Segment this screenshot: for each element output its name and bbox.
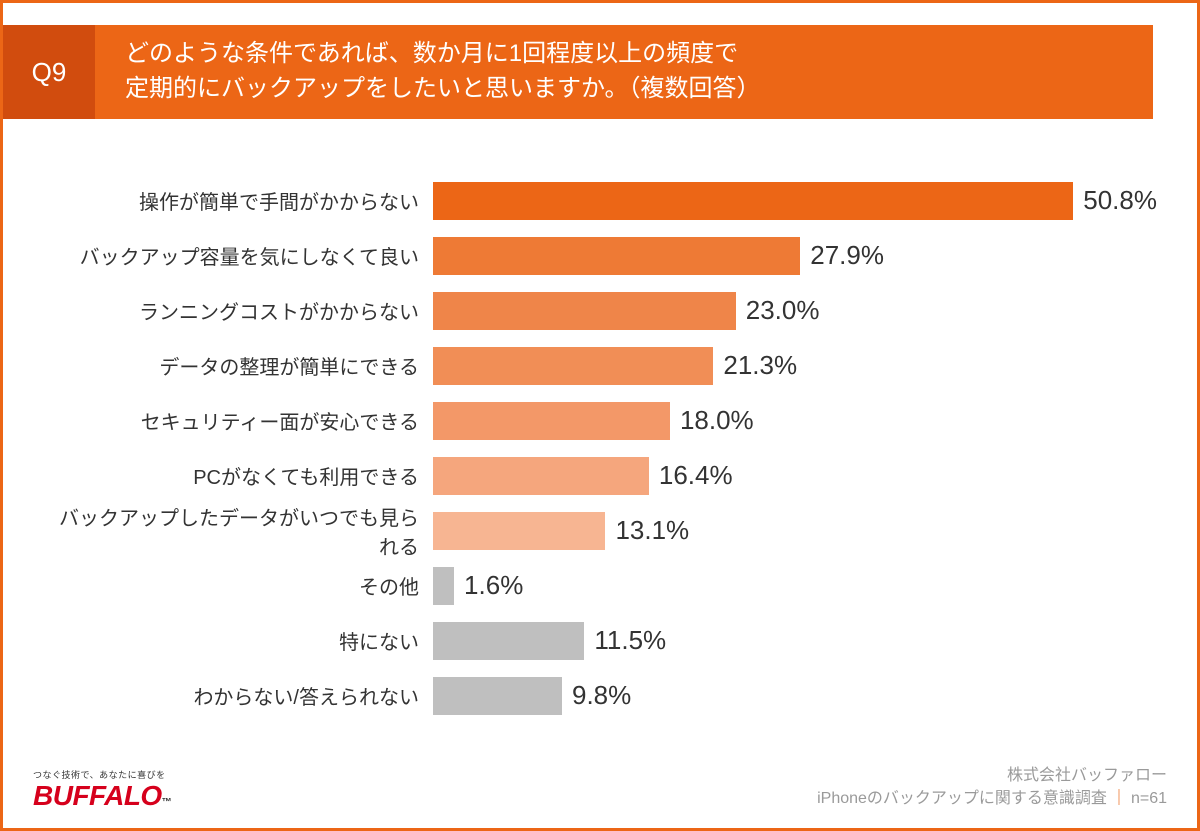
bar-track: 18.0% <box>433 402 1157 440</box>
bar-label: PCがなくても利用できる <box>43 461 433 490</box>
bar-label: データの整理が簡単にできる <box>43 351 433 380</box>
bar-value: 11.5% <box>584 625 666 656</box>
bar-fill <box>433 292 736 330</box>
bar-value: 16.4% <box>649 460 733 491</box>
bar-row: その他 1.6% <box>43 558 1157 613</box>
bar-label: バックアップしたデータがいつでも見られる <box>43 502 433 560</box>
bar-row: セキュリティー面が安心できる 18.0% <box>43 393 1157 448</box>
bar-fill <box>433 512 605 550</box>
bar-fill <box>433 567 454 605</box>
bar-row: データの整理が簡単にできる 21.3% <box>43 338 1157 393</box>
source-block: 株式会社バッファロー iPhoneのバックアップに関する意識調査｜n=61 <box>817 764 1167 810</box>
bar-track: 27.9% <box>433 237 1157 275</box>
bar-label: ランニングコストがかからない <box>43 296 433 325</box>
logo-text: BUFFALO™ <box>33 782 171 810</box>
bar-track: 9.8% <box>433 677 1157 715</box>
question-title-text: どのような条件であれば、数か月に1回程度以上の頻度で 定期的にバックアップをした… <box>125 37 761 107</box>
bar-value: 21.3% <box>713 350 797 381</box>
bar-value: 27.9% <box>800 240 884 271</box>
bar-row: ランニングコストがかからない 23.0% <box>43 283 1157 338</box>
bar-track: 16.4% <box>433 457 1157 495</box>
bar-label: 操作が簡単で手間がかからない <box>43 186 433 215</box>
bar-label: バックアップ容量を気にしなくて良い <box>43 241 433 270</box>
bar-row: バックアップ容量を気にしなくて良い 27.9% <box>43 228 1157 283</box>
bar-row: PCがなくても利用できる 16.4% <box>43 448 1157 503</box>
source-company: 株式会社バッファロー <box>817 764 1167 787</box>
bar-fill <box>433 402 670 440</box>
bar-label: わからない/答えられない <box>43 681 433 710</box>
bar-fill <box>433 237 800 275</box>
bar-track: 50.8% <box>433 182 1157 220</box>
bar-fill <box>433 677 562 715</box>
question-title: どのような条件であれば、数か月に1回程度以上の頻度で 定期的にバックアップをした… <box>95 25 1153 119</box>
bar-track: 13.1% <box>433 512 1157 550</box>
logo-block: つなぐ技術で、あなたに喜びを BUFFALO™ <box>33 768 171 810</box>
bar-row: 特にない 11.5% <box>43 613 1157 668</box>
slide-frame: Q9 どのような条件であれば、数か月に1回程度以上の頻度で 定期的にバックアップ… <box>0 0 1200 831</box>
logo-name: BUFFALO <box>33 780 162 811</box>
bar-track: 21.3% <box>433 347 1157 385</box>
bar-row: 操作が簡単で手間がかからない 50.8% <box>43 173 1157 228</box>
bar-track: 23.0% <box>433 292 1157 330</box>
bar-row: わからない/答えられない 9.8% <box>43 668 1157 723</box>
bar-fill <box>433 182 1073 220</box>
bar-value: 9.8% <box>562 680 631 711</box>
bar-fill <box>433 622 584 660</box>
bar-fill <box>433 347 713 385</box>
source-survey-name: iPhoneのバックアップに関する意識調査 <box>817 790 1107 807</box>
bar-chart: 操作が簡単で手間がかからない 50.8% バックアップ容量を気にしなくて良い 27.9… <box>43 173 1157 723</box>
footer: つなぐ技術で、あなたに喜びを BUFFALO™ 株式会社バッファロー iPhon… <box>33 764 1167 810</box>
bar-fill <box>433 457 649 495</box>
source-survey: iPhoneのバックアップに関する意識調査｜n=61 <box>817 787 1167 810</box>
bar-label: その他 <box>43 571 433 600</box>
source-sample-size: n=61 <box>1131 790 1167 807</box>
bar-row: バックアップしたデータがいつでも見られる 13.1% <box>43 503 1157 558</box>
bar-value: 1.6% <box>454 570 523 601</box>
question-header: Q9 どのような条件であれば、数か月に1回程度以上の頻度で 定期的にバックアップ… <box>3 25 1153 119</box>
bar-track: 11.5% <box>433 622 1157 660</box>
question-number-tag: Q9 <box>3 25 95 119</box>
bar-label: 特にない <box>43 626 433 655</box>
bar-label: セキュリティー面が安心できる <box>43 406 433 435</box>
bar-track: 1.6% <box>433 567 1157 605</box>
bar-value: 50.8% <box>1073 185 1157 216</box>
bar-value: 13.1% <box>605 515 689 546</box>
source-separator: ｜ <box>1107 790 1131 807</box>
bar-value: 23.0% <box>736 295 820 326</box>
logo-trademark: ™ <box>162 797 172 808</box>
bar-value: 18.0% <box>670 405 754 436</box>
